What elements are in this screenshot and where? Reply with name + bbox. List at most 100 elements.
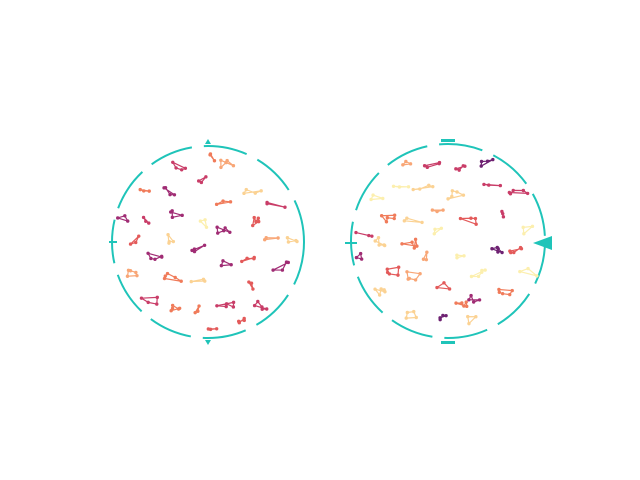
glyph-node bbox=[123, 214, 127, 218]
glyph-node bbox=[379, 287, 383, 291]
glyph-node bbox=[500, 291, 505, 296]
glyph bbox=[373, 235, 387, 248]
glyph bbox=[369, 193, 385, 202]
glyph-node bbox=[163, 274, 167, 278]
glyph-node bbox=[153, 257, 157, 261]
glyph bbox=[242, 187, 263, 196]
glyph bbox=[391, 184, 411, 189]
glyph bbox=[219, 158, 236, 170]
glyph-node bbox=[252, 215, 256, 220]
left-disc-panel bbox=[109, 139, 305, 345]
glyph-node bbox=[491, 157, 495, 162]
glyph bbox=[401, 159, 413, 167]
glyph bbox=[455, 253, 466, 260]
glyph-node bbox=[487, 183, 491, 187]
glyph-node bbox=[455, 190, 459, 194]
glyph-node bbox=[367, 233, 371, 238]
glyph-node bbox=[231, 300, 236, 305]
glyph-node bbox=[142, 189, 146, 193]
glyph bbox=[422, 160, 442, 170]
glyph-node bbox=[198, 219, 203, 223]
glyph bbox=[354, 230, 374, 238]
glyph-node bbox=[441, 208, 445, 212]
bottom-marker bbox=[205, 340, 211, 345]
glyph bbox=[252, 299, 269, 311]
glyph-node bbox=[116, 216, 120, 220]
glyph bbox=[190, 243, 207, 254]
glyph-node bbox=[480, 268, 484, 273]
glyph-node bbox=[224, 304, 228, 309]
glyph-node bbox=[485, 159, 490, 163]
glyph-node bbox=[155, 302, 159, 306]
glyph-node bbox=[257, 219, 261, 224]
glyph-node bbox=[240, 259, 244, 264]
glyph-node bbox=[496, 246, 500, 251]
glyph-node bbox=[465, 304, 469, 309]
glyph bbox=[162, 271, 183, 283]
glyph-outline bbox=[402, 160, 412, 166]
glyph bbox=[500, 209, 506, 219]
glyph-node bbox=[407, 276, 411, 281]
glyph-node bbox=[405, 270, 409, 274]
glyph-node bbox=[479, 164, 483, 168]
glyph bbox=[385, 265, 401, 277]
glyph bbox=[446, 189, 466, 201]
glyph-node bbox=[418, 187, 422, 191]
glyph-node bbox=[134, 270, 138, 275]
glyph-node bbox=[410, 240, 414, 244]
glyph-node bbox=[253, 191, 257, 195]
glyph-node bbox=[474, 315, 478, 319]
glyph-node bbox=[422, 164, 427, 168]
glyph bbox=[138, 187, 151, 193]
glyph-node bbox=[192, 247, 197, 251]
glyph-node bbox=[171, 160, 175, 165]
glyph-node bbox=[224, 302, 229, 306]
glyph-node bbox=[412, 309, 416, 314]
glyph bbox=[139, 295, 159, 306]
glyph-node bbox=[208, 152, 213, 156]
glyph-node bbox=[256, 216, 261, 220]
glyph-node bbox=[359, 257, 364, 261]
glyph-node bbox=[392, 216, 396, 221]
glyph-node bbox=[447, 287, 452, 291]
glyph-node bbox=[155, 295, 159, 300]
glyph bbox=[521, 224, 535, 236]
glyph-node bbox=[165, 271, 170, 276]
glyph-node bbox=[471, 300, 476, 304]
glyph-node bbox=[373, 287, 377, 291]
glyph-node bbox=[271, 268, 275, 272]
glyph-node bbox=[467, 298, 471, 302]
glyph-node bbox=[212, 159, 217, 163]
glyph-outline bbox=[522, 225, 534, 235]
glyph bbox=[508, 245, 524, 255]
glyph-node bbox=[462, 254, 466, 258]
glyph-node bbox=[228, 200, 233, 204]
glyph-node bbox=[168, 192, 172, 197]
glyph-node bbox=[135, 273, 139, 278]
glyph-node bbox=[415, 244, 419, 248]
glyph bbox=[507, 188, 530, 196]
glyph-node bbox=[404, 159, 408, 164]
glyph-node bbox=[170, 215, 175, 220]
glyph-node bbox=[215, 304, 219, 308]
glyph-node bbox=[167, 239, 171, 244]
glyph-node bbox=[458, 216, 463, 221]
glyph-node bbox=[381, 196, 385, 201]
glyph-outline bbox=[433, 227, 442, 235]
glyph-node bbox=[476, 274, 481, 279]
glyph-node bbox=[170, 209, 174, 213]
glyph-node bbox=[204, 225, 209, 229]
glyph-node bbox=[425, 165, 429, 170]
glyph-outline bbox=[403, 217, 423, 224]
glyph-node bbox=[437, 160, 442, 165]
glyph-node bbox=[214, 327, 219, 331]
glyph-node bbox=[134, 240, 138, 245]
glyph-node bbox=[370, 234, 374, 238]
glyph-node bbox=[231, 163, 236, 168]
glyph-node bbox=[247, 280, 251, 284]
glyph-node bbox=[170, 306, 175, 311]
glyph-node bbox=[376, 235, 381, 240]
glyph-node bbox=[196, 179, 201, 183]
glyph bbox=[435, 281, 452, 291]
glyph bbox=[265, 200, 287, 209]
